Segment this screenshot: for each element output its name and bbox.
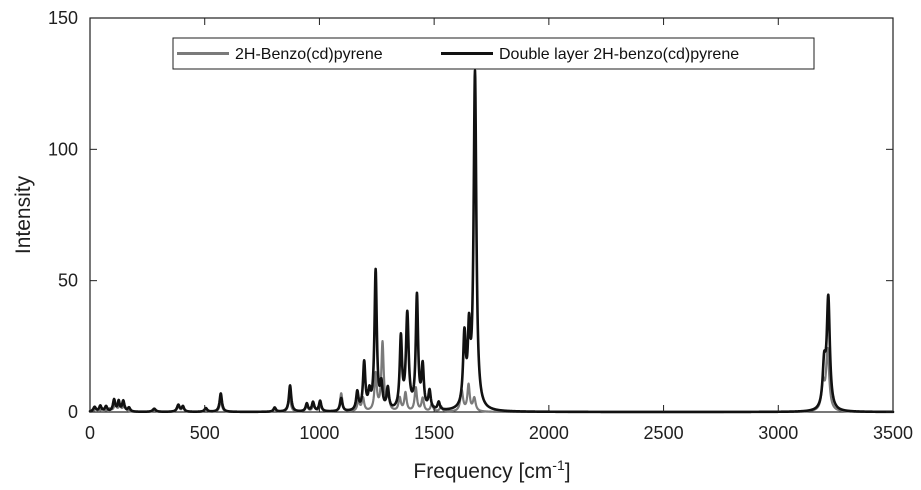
x-axis-label: Frequency [cm-1] <box>413 457 570 483</box>
legend-box <box>172 37 815 70</box>
x-axis-label-suffix: ] <box>565 460 571 483</box>
x-tick-label: 2500 <box>644 423 684 443</box>
series-line-double-layer <box>88 69 895 414</box>
x-axis-label-superscript: -1 <box>552 457 565 473</box>
legend-label-double-layer: Double layer 2H-benzo(cd)pyrene <box>499 46 739 63</box>
y-tick-label: 150 <box>48 8 78 28</box>
y-tick-label: 100 <box>48 139 78 159</box>
series-lines <box>88 69 895 414</box>
x-tick-label: 0 <box>85 423 95 443</box>
x-tick-label: 1500 <box>414 423 454 443</box>
x-tick-label: 2000 <box>529 423 569 443</box>
y-axis-label: Intensity <box>12 175 35 254</box>
x-tick-label: 3000 <box>758 423 798 443</box>
x-tick-label: 500 <box>190 423 220 443</box>
legend: 2H-Benzo(cd)pyrene Double layer 2H-benzo(… <box>172 37 815 70</box>
axis-ticks: 0 500 1000 1500 2000 2500 3000 3500 0 50 100 150 <box>48 8 913 443</box>
x-tick-label: 3500 <box>873 423 913 443</box>
legend-label-single-layer: 2H-Benzo(cd)pyrene <box>235 46 383 63</box>
x-tick-label: 1000 <box>299 423 339 443</box>
y-tick-label: 50 <box>58 271 78 291</box>
x-axis-label-main: Frequency [cm <box>413 460 552 483</box>
y-tick-label: 0 <box>68 402 78 422</box>
